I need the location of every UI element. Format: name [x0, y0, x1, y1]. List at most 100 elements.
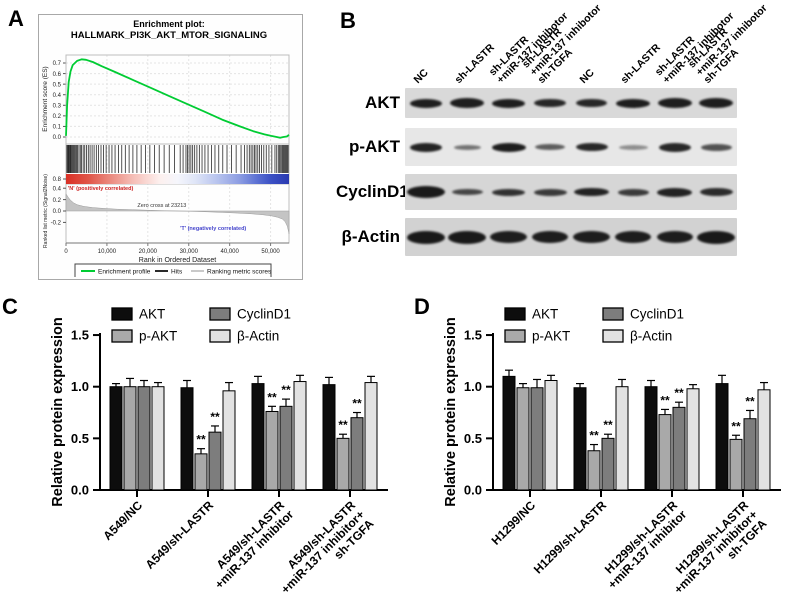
- legend-label-3: β-Actin: [237, 329, 279, 344]
- x-category-label: H1299/NC: [489, 498, 539, 548]
- x-tick-label: 40,000: [220, 249, 239, 255]
- lane-label: NC: [411, 66, 431, 86]
- blot-band: [657, 187, 693, 197]
- legend-label-metric: Ranking metric scores: [207, 268, 272, 275]
- phenotype-gradient-bar: [66, 174, 289, 184]
- blot-band: [657, 98, 692, 108]
- western-blot-panel: NC sh-LASTR sh-LASTR +miR-137 inhibotor sh-…: [336, 2, 785, 270]
- blot-band: [492, 98, 526, 108]
- y-tick-label: 1.0: [71, 379, 89, 394]
- x-category-line: A549/NC: [100, 498, 145, 543]
- blot-band: [534, 99, 567, 107]
- blot-band: [450, 98, 485, 108]
- metric-axis-label: Ranked list metric (Signal2Noise): [43, 174, 49, 248]
- legend-swatch-0: [111, 307, 133, 321]
- es-axis-label: Enrichment score (ES): [42, 66, 49, 131]
- metric-tick-label: -0.2: [51, 221, 62, 227]
- gsea-title-line2: HALLMARK_PI3K_AKT_MTOR_SIGNALING: [71, 30, 267, 41]
- sig-label: **: [589, 429, 599, 443]
- x-category-line: H1299/NC: [489, 498, 539, 548]
- y-tick-label: 0.5: [464, 431, 482, 446]
- es-tick-label: 0.2: [53, 114, 62, 120]
- legend-swatch-3: [602, 329, 624, 343]
- positively-correlated-label: 'N' (positively correlated): [68, 186, 133, 192]
- bar: [544, 380, 558, 491]
- sig-label: **: [674, 386, 684, 400]
- blot-band: [533, 188, 567, 196]
- blot-band: [448, 230, 487, 244]
- gsea-enrichment-plot: Enrichment plot: HALLMARK_PI3K_AKT_MTOR_S…: [38, 14, 303, 280]
- legend-label-0: AKT: [532, 307, 558, 322]
- blot-band: [699, 188, 733, 196]
- bar: [686, 388, 700, 491]
- blot-band: [492, 188, 526, 196]
- bar: [364, 382, 378, 491]
- sig-label: **: [352, 397, 362, 411]
- bar: [151, 386, 165, 491]
- sig-label: **: [210, 410, 220, 424]
- panel-label-b: B: [340, 8, 356, 33]
- es-tick-label: 0.7: [53, 61, 62, 67]
- bar: [587, 450, 601, 491]
- blot-band: [406, 186, 445, 198]
- bar: [530, 387, 544, 491]
- blot-strip-p-akt: [405, 128, 737, 166]
- blot-band: [615, 231, 652, 243]
- bar: [601, 437, 615, 491]
- blot-band: [532, 231, 569, 243]
- bar: [644, 386, 658, 491]
- bar: [743, 418, 757, 491]
- bar: [336, 437, 350, 491]
- bar: [573, 387, 587, 491]
- bar: [293, 381, 307, 491]
- bar: [322, 384, 336, 491]
- x-category-label: H1299/sh-LASTR: [531, 498, 610, 577]
- y-tick-label: 1.5: [71, 328, 89, 343]
- es-tick-label: 0.5: [53, 82, 62, 88]
- gsea-title-line1: Enrichment plot:: [133, 19, 205, 29]
- x-category-label: H1299/sh-LASTR+miR-137 inhibitor: [596, 498, 690, 592]
- blot-row-label--actin: β-Actin: [341, 227, 400, 246]
- bar: [350, 417, 364, 491]
- blot-band: [453, 144, 481, 150]
- x-tick-label: 50,000: [261, 249, 280, 255]
- blot-band: [617, 188, 649, 196]
- y-tick-label: 1.5: [464, 328, 482, 343]
- y-tick-label: 0.0: [71, 483, 89, 498]
- blot-band: [573, 231, 611, 243]
- x-tick-label: 30,000: [180, 249, 199, 255]
- negatively-correlated-label: 'T' (negatively correlated): [180, 226, 246, 232]
- bar: [222, 390, 236, 491]
- ranked-metric-area: [65, 193, 290, 234]
- y-tick-label: 0.0: [464, 483, 482, 498]
- y-axis-label: Relative protein expression: [443, 317, 459, 506]
- blot-strip--actin: [405, 218, 737, 256]
- bar: [757, 389, 771, 491]
- blot-row-label-akt: AKT: [365, 93, 400, 112]
- legend-swatch-0: [504, 307, 526, 321]
- bar: [715, 383, 729, 491]
- sig-label: **: [267, 390, 277, 404]
- plot-frame: [65, 54, 290, 244]
- metric-tick-label: 0.2: [53, 198, 62, 204]
- bar-chart-a549: 0.0 0.5 1.0 1.5 Relative protein expression A…: [50, 307, 388, 597]
- es-tick-label: 0.6: [53, 72, 62, 78]
- legend-label-1: p-AKT: [532, 329, 570, 344]
- blot-band: [658, 142, 691, 152]
- bar: [516, 387, 530, 491]
- bar: [729, 438, 743, 491]
- bar: [265, 410, 279, 491]
- x-tick-label: 20,000: [139, 249, 158, 255]
- blot-band: [574, 188, 610, 196]
- enrichment-profile-curve: [65, 58, 290, 139]
- blot-band: [491, 142, 526, 152]
- legend-swatch-2: [209, 307, 231, 321]
- es-tick-label: 0.4: [53, 93, 62, 99]
- blot-band: [699, 98, 734, 108]
- panel-label-a: A: [8, 6, 24, 31]
- blot-strip-cyclind1: [405, 174, 737, 210]
- bar: [502, 375, 516, 491]
- blot-band: [490, 231, 528, 243]
- blot-band: [618, 144, 648, 150]
